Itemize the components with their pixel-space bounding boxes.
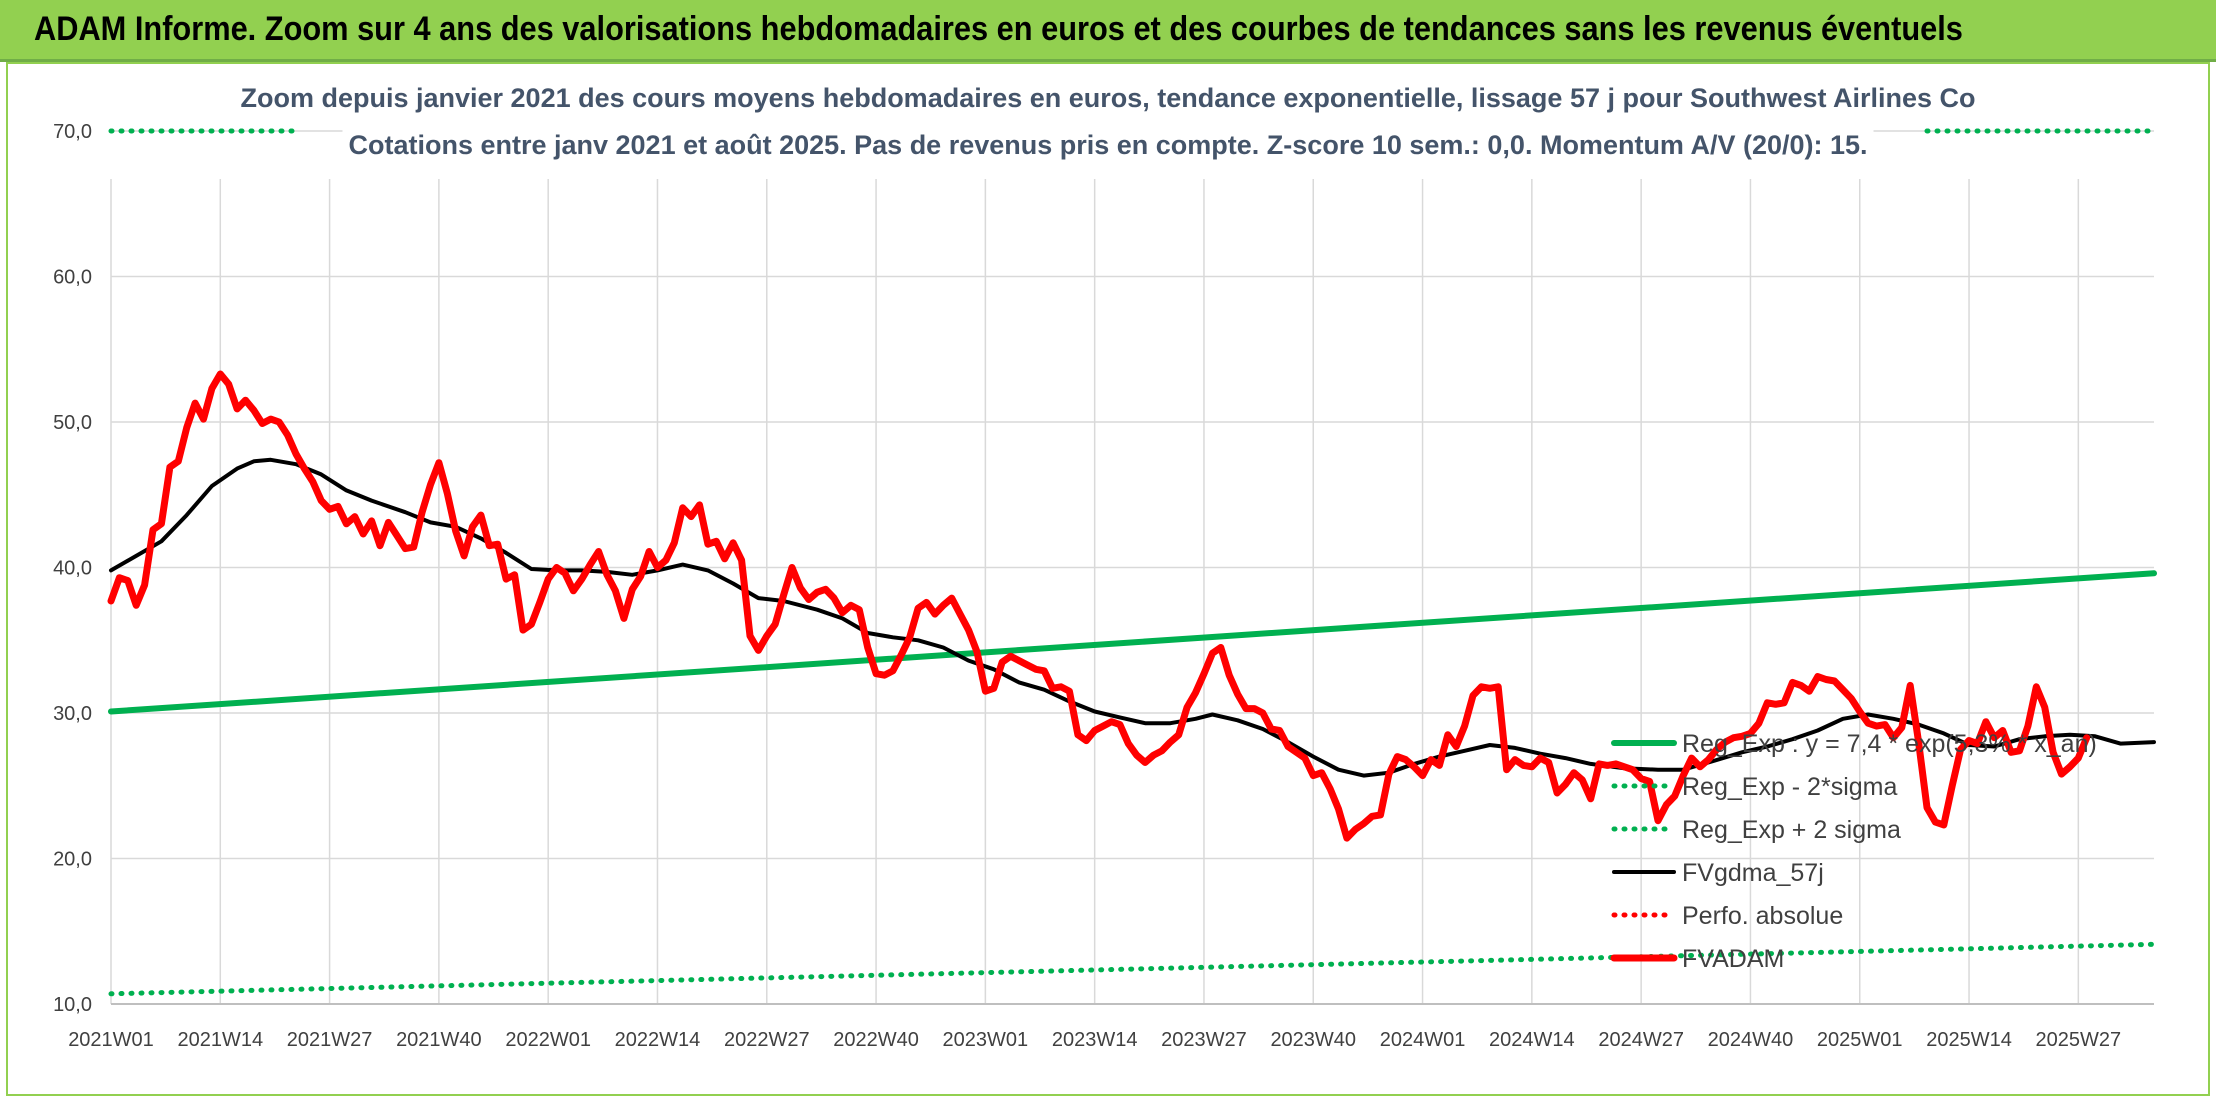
subtitle-bg (234, 81, 1982, 115)
report-banner: ADAM Informe. Zoom sur 4 ans des valoris… (0, 0, 2216, 62)
x-tick-label: 2024W40 (1708, 1029, 1794, 1051)
axes: 10,0 20,0 30,0 40,0 50,0 60,0 70,0 2021W01 2021W… (53, 121, 2154, 1051)
x-tick-label: 2021W01 (68, 1029, 154, 1051)
legend-label: Reg_Exp + 2 sigma (1682, 816, 1901, 844)
legend-label: Perfo. absolue (1682, 902, 1843, 930)
x-tick-label: 2023W01 (943, 1029, 1029, 1051)
y-tick-label: 50,0 (53, 412, 92, 434)
x-tick-label: 2022W40 (833, 1029, 919, 1051)
x-tick-label: 2024W01 (1380, 1029, 1466, 1051)
series-fvgdma57j-line (109, 457, 2156, 778)
chart-subtitle: Zoom depuis janvier 2021 des cours moyen… (234, 81, 1982, 162)
x-tick-label: 2025W14 (1926, 1029, 2012, 1051)
series-regexp-line (108, 941, 2157, 997)
legend: Reg_Exp : y = 7,4 * exp(5,3% * x_an) Reg_… (1610, 730, 2097, 973)
y-tick-label: 30,0 (53, 703, 92, 725)
legend-label: Reg_Exp - 2*sigma (1682, 773, 1897, 801)
subtitle-line: Cotations entre janv 2021 et août 2025. … (348, 130, 1867, 160)
x-tick-label: 2025W01 (1817, 1029, 1903, 1051)
x-tick-label: 2022W27 (724, 1029, 810, 1051)
x-tick-label: 2022W14 (615, 1029, 701, 1051)
y-tick-label: 70,0 (53, 121, 92, 143)
series-fvadam-line (107, 370, 2091, 842)
x-tick-label: 2021W14 (177, 1029, 263, 1051)
x-tick-label: 2023W14 (1052, 1029, 1138, 1051)
report-title: ADAM Informe. Zoom sur 4 ans des valoris… (34, 10, 1963, 48)
legend-label: FVgdma_57j (1682, 859, 1824, 887)
legend-label: Reg_Exp : y = 7,4 * exp(5,3% * x_an) (1682, 730, 2097, 758)
series-regexp-line (108, 570, 2157, 715)
legend-label: FVADAM (1682, 945, 1784, 973)
x-tick-label: 2024W14 (1489, 1029, 1575, 1051)
x-tick-label: 2023W40 (1270, 1029, 1356, 1051)
x-tick-label: 2022W01 (505, 1029, 591, 1051)
subtitle-line: Zoom depuis janvier 2021 des cours moyen… (240, 83, 1975, 113)
series-layer (107, 128, 2157, 997)
subtitle-bg (342, 128, 1874, 162)
y-tick-label: 40,0 (53, 558, 92, 580)
x-tick-label: 2024W27 (1598, 1029, 1684, 1051)
grid-lines (110, 130, 2154, 1004)
y-tick-label: 60,0 (53, 267, 92, 289)
chart-frame (6, 62, 2210, 1096)
y-tick-label: 10,0 (53, 994, 92, 1016)
x-tick-label: 2021W40 (396, 1029, 482, 1051)
y-tick-label: 20,0 (53, 849, 92, 871)
x-tick-label: 2025W27 (2036, 1029, 2122, 1051)
x-tick-label: 2021W27 (287, 1029, 373, 1051)
x-tick-label: 2023W27 (1161, 1029, 1247, 1051)
